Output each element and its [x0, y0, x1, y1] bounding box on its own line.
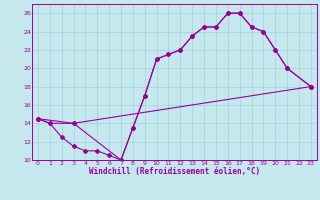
X-axis label: Windchill (Refroidissement éolien,°C): Windchill (Refroidissement éolien,°C): [89, 167, 260, 176]
